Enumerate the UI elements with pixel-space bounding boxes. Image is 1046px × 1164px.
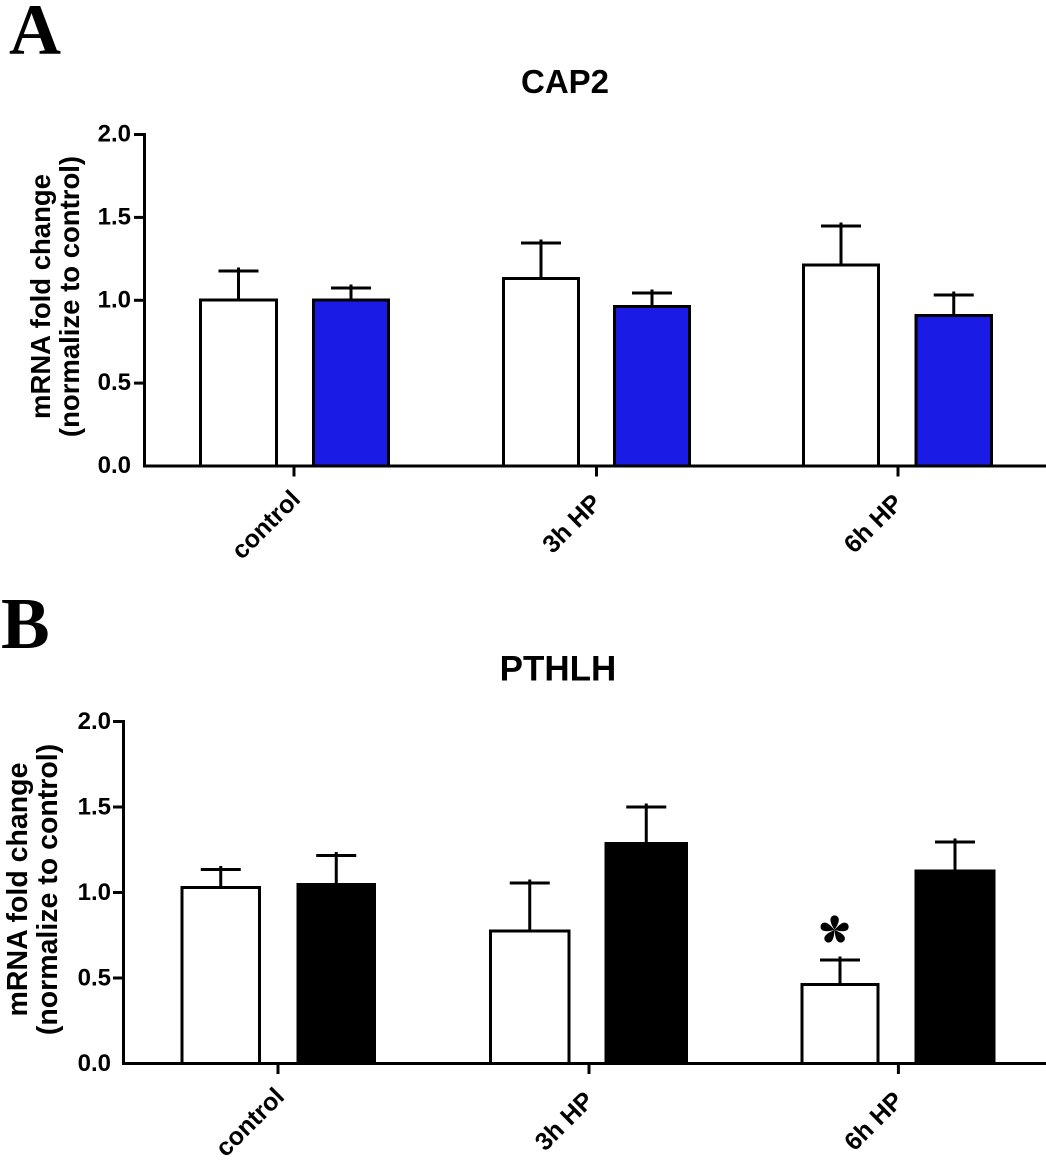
svg-text:PTHLH: PTHLH [500, 650, 617, 689]
svg-text:0.5: 0.5 [78, 965, 111, 992]
svg-text:6h HP: 6h HP [839, 489, 909, 559]
svg-text:6h HP: 6h HP [839, 1086, 909, 1156]
svg-text:3h HP: 3h HP [537, 489, 607, 559]
svg-text:3h HP: 3h HP [530, 1086, 600, 1156]
svg-text:CAP2: CAP2 [521, 63, 609, 100]
svg-text:0.0: 0.0 [78, 1050, 111, 1077]
svg-text:B: B [1, 583, 50, 664]
svg-text:control: control [210, 1083, 290, 1163]
svg-text:mRNA fold change: mRNA fold change [25, 174, 56, 419]
svg-text:A: A [9, 0, 61, 70]
svg-text:1.0: 1.0 [98, 286, 131, 313]
svg-text:(normalize to control): (normalize to control) [32, 744, 64, 1035]
svg-text:mRNA fold change: mRNA fold change [2, 763, 34, 1017]
svg-text:0.5: 0.5 [98, 369, 131, 396]
svg-text:1.5: 1.5 [98, 203, 131, 230]
svg-text:2.0: 2.0 [98, 121, 131, 148]
svg-text:2.0: 2.0 [78, 708, 111, 735]
svg-text:0.0: 0.0 [98, 452, 131, 479]
svg-text:1.5: 1.5 [78, 794, 111, 821]
svg-text:(normalize to control): (normalize to control) [54, 156, 85, 437]
svg-text:control: control [226, 485, 306, 565]
svg-text:1.0: 1.0 [78, 879, 111, 906]
